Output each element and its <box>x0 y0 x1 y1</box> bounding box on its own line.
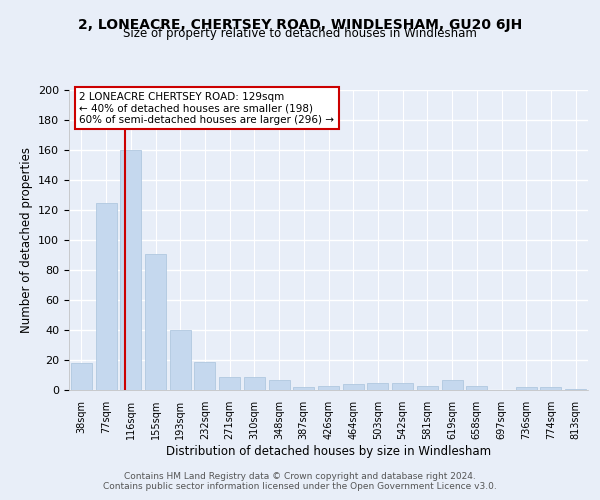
Bar <box>293 387 314 390</box>
Bar <box>170 330 191 390</box>
Bar <box>95 202 116 390</box>
Bar <box>318 386 339 390</box>
Bar <box>194 362 215 390</box>
Bar <box>71 363 92 390</box>
Bar <box>565 388 586 390</box>
Bar <box>442 380 463 390</box>
Bar <box>417 386 438 390</box>
Text: Contains HM Land Registry data © Crown copyright and database right 2024.: Contains HM Land Registry data © Crown c… <box>124 472 476 481</box>
X-axis label: Distribution of detached houses by size in Windlesham: Distribution of detached houses by size … <box>166 444 491 458</box>
Bar <box>269 380 290 390</box>
Text: Contains public sector information licensed under the Open Government Licence v3: Contains public sector information licen… <box>103 482 497 491</box>
Bar <box>516 387 537 390</box>
Y-axis label: Number of detached properties: Number of detached properties <box>20 147 32 333</box>
Text: Size of property relative to detached houses in Windlesham: Size of property relative to detached ho… <box>123 28 477 40</box>
Bar <box>466 386 487 390</box>
Bar <box>219 376 240 390</box>
Text: 2, LONEACRE, CHERTSEY ROAD, WINDLESHAM, GU20 6JH: 2, LONEACRE, CHERTSEY ROAD, WINDLESHAM, … <box>78 18 522 32</box>
Bar <box>367 382 388 390</box>
Bar <box>120 150 141 390</box>
Text: 2 LONEACRE CHERTSEY ROAD: 129sqm
← 40% of detached houses are smaller (198)
60% : 2 LONEACRE CHERTSEY ROAD: 129sqm ← 40% o… <box>79 92 334 124</box>
Bar <box>343 384 364 390</box>
Bar <box>392 382 413 390</box>
Bar <box>145 254 166 390</box>
Bar <box>244 376 265 390</box>
Bar <box>541 387 562 390</box>
